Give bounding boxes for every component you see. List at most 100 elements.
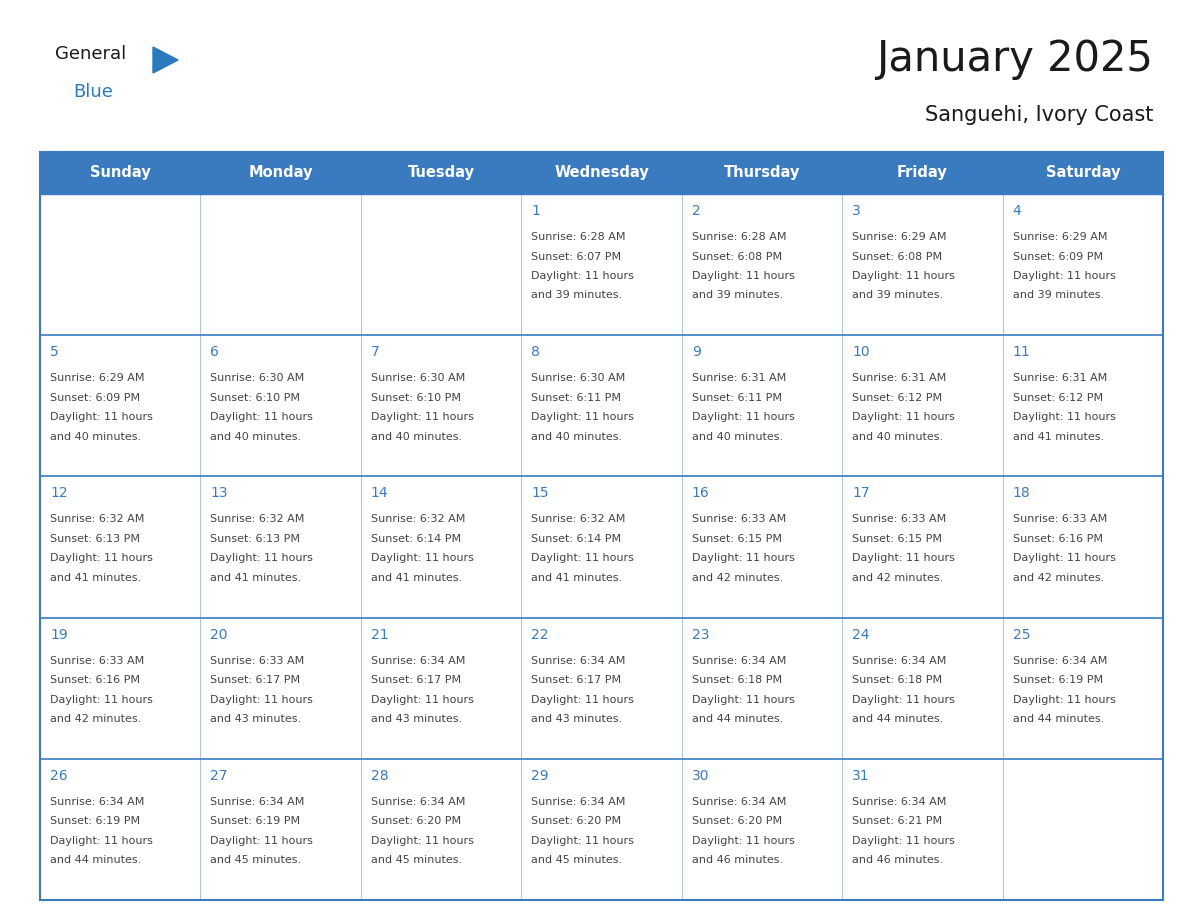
Text: and 42 minutes.: and 42 minutes. <box>1012 573 1104 583</box>
Bar <box>201 618 361 759</box>
Text: Sunrise: 6:28 AM: Sunrise: 6:28 AM <box>531 232 626 242</box>
Text: and 46 minutes.: and 46 minutes. <box>852 856 943 866</box>
Text: Daylight: 11 hours: Daylight: 11 hours <box>852 271 955 281</box>
Text: Sunset: 6:11 PM: Sunset: 6:11 PM <box>531 393 621 403</box>
Text: Sunrise: 6:33 AM: Sunrise: 6:33 AM <box>852 514 947 524</box>
Text: 8: 8 <box>531 345 541 359</box>
Text: Daylight: 11 hours: Daylight: 11 hours <box>210 835 314 845</box>
Bar <box>1003 618 1163 759</box>
Text: 23: 23 <box>691 628 709 642</box>
Text: Sunset: 6:19 PM: Sunset: 6:19 PM <box>50 816 140 826</box>
Text: and 46 minutes.: and 46 minutes. <box>691 856 783 866</box>
Text: and 42 minutes.: and 42 minutes. <box>852 573 943 583</box>
Text: 25: 25 <box>1012 628 1030 642</box>
Text: Daylight: 11 hours: Daylight: 11 hours <box>691 271 795 281</box>
Text: and 40 minutes.: and 40 minutes. <box>50 431 141 442</box>
Text: January 2025: January 2025 <box>876 38 1154 80</box>
Text: Monday: Monday <box>248 165 312 181</box>
Text: Sunset: 6:18 PM: Sunset: 6:18 PM <box>852 675 942 685</box>
Text: 13: 13 <box>210 487 228 500</box>
Bar <box>361 618 522 759</box>
Text: 31: 31 <box>852 768 870 783</box>
Text: Sunrise: 6:30 AM: Sunrise: 6:30 AM <box>371 374 466 383</box>
Text: 20: 20 <box>210 628 228 642</box>
Text: Sunrise: 6:29 AM: Sunrise: 6:29 AM <box>50 374 145 383</box>
Text: Sunset: 6:19 PM: Sunset: 6:19 PM <box>210 816 301 826</box>
Bar <box>201 476 361 618</box>
Text: and 41 minutes.: and 41 minutes. <box>371 573 462 583</box>
Text: Sunrise: 6:34 AM: Sunrise: 6:34 AM <box>210 797 305 807</box>
Text: Sunrise: 6:34 AM: Sunrise: 6:34 AM <box>371 655 466 666</box>
Text: and 44 minutes.: and 44 minutes. <box>1012 714 1104 724</box>
Text: Sunset: 6:14 PM: Sunset: 6:14 PM <box>531 534 621 543</box>
Text: Daylight: 11 hours: Daylight: 11 hours <box>50 695 153 705</box>
Text: Daylight: 11 hours: Daylight: 11 hours <box>210 695 314 705</box>
Text: 5: 5 <box>50 345 58 359</box>
Text: Sunset: 6:12 PM: Sunset: 6:12 PM <box>1012 393 1102 403</box>
Text: Daylight: 11 hours: Daylight: 11 hours <box>531 271 634 281</box>
Text: 28: 28 <box>371 768 388 783</box>
Text: Sunrise: 6:33 AM: Sunrise: 6:33 AM <box>691 514 786 524</box>
Text: Daylight: 11 hours: Daylight: 11 hours <box>1012 412 1116 422</box>
Text: and 39 minutes.: and 39 minutes. <box>531 290 623 300</box>
Text: Daylight: 11 hours: Daylight: 11 hours <box>852 554 955 564</box>
Text: 24: 24 <box>852 628 870 642</box>
Text: Daylight: 11 hours: Daylight: 11 hours <box>371 412 474 422</box>
Bar <box>1003 335 1163 476</box>
Text: Daylight: 11 hours: Daylight: 11 hours <box>852 695 955 705</box>
Text: General: General <box>55 45 126 63</box>
Bar <box>361 476 522 618</box>
Text: Sunrise: 6:33 AM: Sunrise: 6:33 AM <box>50 655 144 666</box>
Bar <box>522 194 682 335</box>
Text: Sunset: 6:15 PM: Sunset: 6:15 PM <box>852 534 942 543</box>
Text: and 43 minutes.: and 43 minutes. <box>210 714 302 724</box>
Text: Friday: Friday <box>897 165 948 181</box>
Text: and 41 minutes.: and 41 minutes. <box>1012 431 1104 442</box>
Text: Sanguehi, Ivory Coast: Sanguehi, Ivory Coast <box>924 105 1154 125</box>
Text: Daylight: 11 hours: Daylight: 11 hours <box>1012 695 1116 705</box>
Text: 7: 7 <box>371 345 380 359</box>
Text: Daylight: 11 hours: Daylight: 11 hours <box>691 695 795 705</box>
Text: Daylight: 11 hours: Daylight: 11 hours <box>531 695 634 705</box>
Text: Daylight: 11 hours: Daylight: 11 hours <box>531 412 634 422</box>
Text: Daylight: 11 hours: Daylight: 11 hours <box>531 835 634 845</box>
Bar <box>361 194 522 335</box>
Text: and 44 minutes.: and 44 minutes. <box>691 714 783 724</box>
Text: and 45 minutes.: and 45 minutes. <box>210 856 302 866</box>
Bar <box>1003 194 1163 335</box>
Text: 6: 6 <box>210 345 220 359</box>
Text: Sunrise: 6:32 AM: Sunrise: 6:32 AM <box>371 514 466 524</box>
Text: Daylight: 11 hours: Daylight: 11 hours <box>50 412 153 422</box>
Text: Sunrise: 6:29 AM: Sunrise: 6:29 AM <box>1012 232 1107 242</box>
Text: and 39 minutes.: and 39 minutes. <box>691 290 783 300</box>
Text: 10: 10 <box>852 345 870 359</box>
Text: Sunday: Sunday <box>90 165 151 181</box>
Text: Daylight: 11 hours: Daylight: 11 hours <box>691 554 795 564</box>
Text: Sunrise: 6:30 AM: Sunrise: 6:30 AM <box>531 374 626 383</box>
Text: and 41 minutes.: and 41 minutes. <box>531 573 623 583</box>
Bar <box>842 335 1003 476</box>
Text: Sunrise: 6:34 AM: Sunrise: 6:34 AM <box>691 797 786 807</box>
Text: Daylight: 11 hours: Daylight: 11 hours <box>691 835 795 845</box>
Text: Sunset: 6:16 PM: Sunset: 6:16 PM <box>1012 534 1102 543</box>
Text: Daylight: 11 hours: Daylight: 11 hours <box>852 412 955 422</box>
Text: Sunset: 6:09 PM: Sunset: 6:09 PM <box>1012 252 1102 262</box>
Bar <box>682 476 842 618</box>
Text: Sunrise: 6:34 AM: Sunrise: 6:34 AM <box>531 797 626 807</box>
Text: and 40 minutes.: and 40 minutes. <box>531 431 623 442</box>
Text: 29: 29 <box>531 768 549 783</box>
Bar <box>682 194 842 335</box>
Text: Saturday: Saturday <box>1045 165 1120 181</box>
Text: Sunrise: 6:29 AM: Sunrise: 6:29 AM <box>852 232 947 242</box>
Text: and 41 minutes.: and 41 minutes. <box>50 573 141 583</box>
Text: Sunrise: 6:31 AM: Sunrise: 6:31 AM <box>691 374 786 383</box>
Text: 16: 16 <box>691 487 709 500</box>
Bar <box>1003 476 1163 618</box>
Bar <box>361 759 522 900</box>
Text: Daylight: 11 hours: Daylight: 11 hours <box>371 554 474 564</box>
Text: Sunrise: 6:33 AM: Sunrise: 6:33 AM <box>210 655 304 666</box>
Text: and 41 minutes.: and 41 minutes. <box>210 573 302 583</box>
Text: Sunset: 6:14 PM: Sunset: 6:14 PM <box>371 534 461 543</box>
Text: and 40 minutes.: and 40 minutes. <box>691 431 783 442</box>
Text: Daylight: 11 hours: Daylight: 11 hours <box>50 835 153 845</box>
